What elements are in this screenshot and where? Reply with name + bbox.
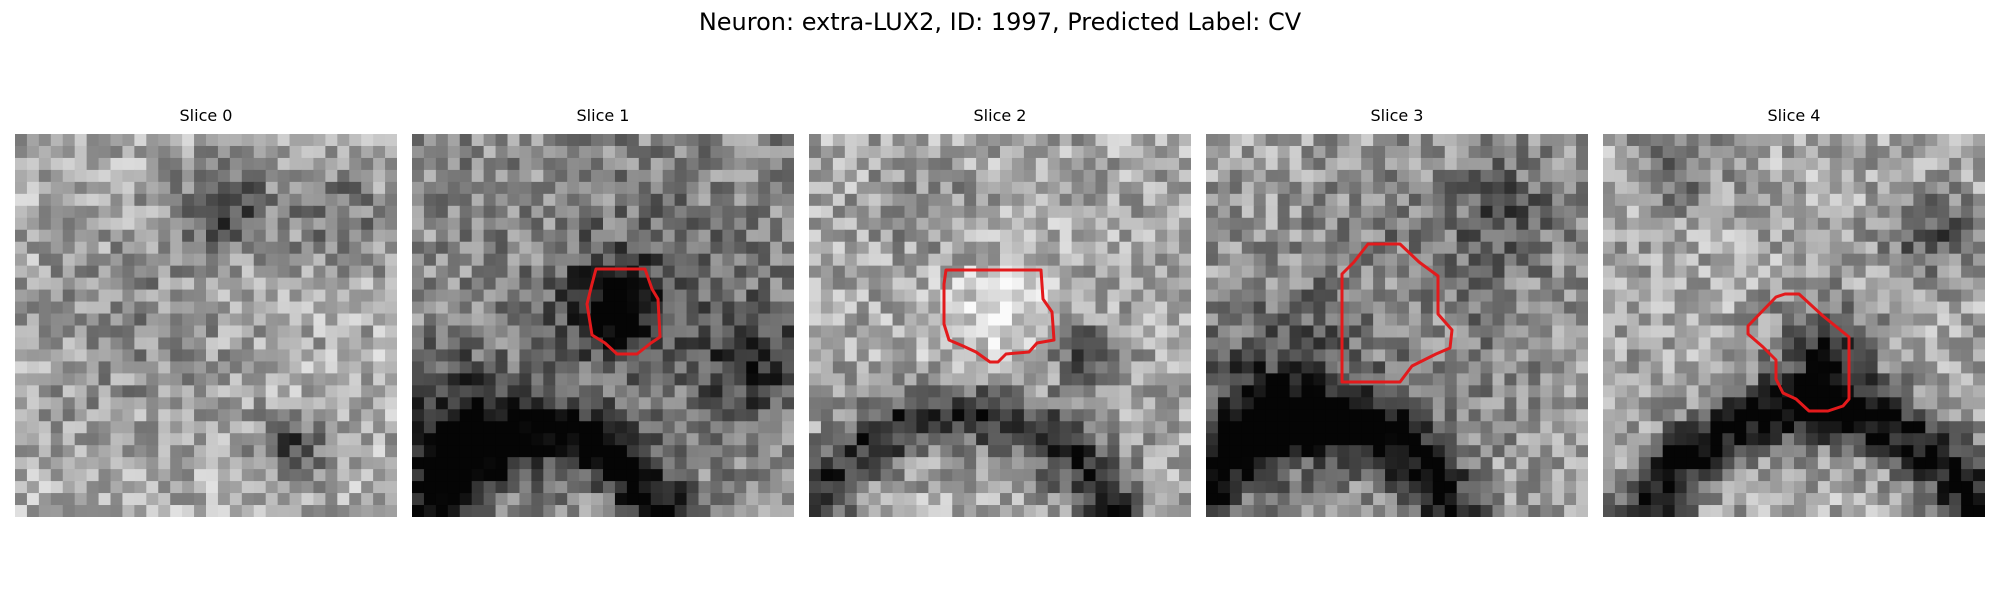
slice-title: Slice 3 <box>1370 106 1424 125</box>
slice-image <box>15 134 397 517</box>
segmentation-contour <box>585 267 662 356</box>
segmentation-contour <box>1746 292 1851 413</box>
slice-image <box>1206 134 1588 517</box>
segmentation-contour <box>942 268 1056 364</box>
grayscale-pixels <box>15 134 397 517</box>
segmentation-contour <box>1340 242 1454 384</box>
slice-image <box>412 134 794 517</box>
grayscale-pixels <box>809 134 1191 517</box>
slice-title: Slice 0 <box>179 106 233 125</box>
grayscale-pixels <box>412 134 794 517</box>
slice-image <box>1603 134 1985 517</box>
grayscale-pixels <box>1206 134 1588 517</box>
grayscale-pixels <box>1603 134 1985 517</box>
slice-image <box>809 134 1191 517</box>
figure-title: Neuron: extra-LUX2, ID: 1997, Predicted … <box>698 8 1302 36</box>
slice-title: Slice 4 <box>1767 106 1821 125</box>
slice-title: Slice 1 <box>576 106 630 125</box>
slice-title: Slice 2 <box>973 106 1027 125</box>
